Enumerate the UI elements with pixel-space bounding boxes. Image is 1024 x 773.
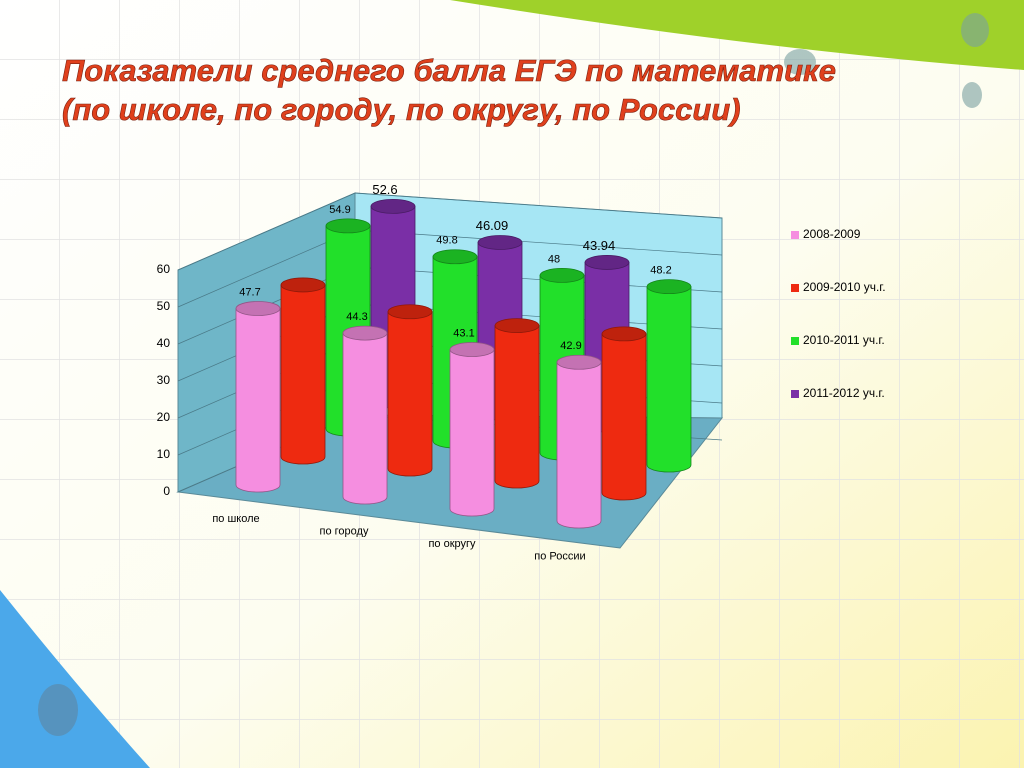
y-tick-label: 10 xyxy=(157,447,171,461)
y-tick-label: 50 xyxy=(157,299,171,313)
legend-label: 2011-2012 уч.г. xyxy=(803,386,885,400)
bar xyxy=(494,318,540,489)
legend-swatch xyxy=(791,231,799,239)
cylinder-top xyxy=(494,318,540,334)
data-label: 46.09 xyxy=(476,218,509,233)
x-tick-label: по округу xyxy=(428,538,476,550)
cylinder-top xyxy=(235,301,281,316)
grid-line xyxy=(177,192,723,271)
chart-title: Показатели среднего балла ЕГЭ по математ… xyxy=(62,53,836,88)
legend-swatch xyxy=(791,390,799,398)
cylinder-top xyxy=(370,198,416,214)
cylinder-top xyxy=(449,342,495,357)
legend-swatch xyxy=(791,284,799,292)
cylinder-top xyxy=(280,277,326,293)
bar xyxy=(646,279,692,473)
data-label: 43.94 xyxy=(583,238,616,253)
blue-swoosh xyxy=(0,590,150,768)
cylinder-body xyxy=(449,349,495,517)
cylinder-body xyxy=(280,284,326,465)
bar xyxy=(387,304,433,477)
bar xyxy=(449,342,495,517)
cylinder-top xyxy=(477,235,523,250)
drop xyxy=(961,13,989,47)
cylinder-top xyxy=(646,279,692,295)
cylinder-top xyxy=(342,325,388,341)
cylinder-top xyxy=(601,326,647,342)
drop xyxy=(962,82,982,108)
data-label: 44.3 xyxy=(346,311,367,323)
data-label: 47.7 xyxy=(239,286,260,298)
drop xyxy=(784,49,816,75)
y-tick-label: 40 xyxy=(157,336,171,350)
x-tick-label: по городу xyxy=(320,525,369,537)
cylinder-top xyxy=(556,354,602,370)
data-label: 42.9 xyxy=(560,340,581,352)
x-tick-label: по школе xyxy=(212,513,259,525)
bar xyxy=(601,326,647,501)
x-tick-label: по России xyxy=(534,550,585,562)
data-label: 49.8 xyxy=(436,235,457,247)
cylinder-body xyxy=(601,333,647,501)
cylinder-body xyxy=(646,286,692,473)
data-label: 48.2 xyxy=(650,265,671,277)
green-swoosh xyxy=(450,0,1024,70)
bar xyxy=(235,301,281,493)
data-label: 43.1 xyxy=(453,327,474,339)
legend-swatch xyxy=(791,337,799,345)
y-tick-label: 0 xyxy=(163,484,170,498)
chart-title: (по школе, по городу, по округу, по Росс… xyxy=(62,92,741,127)
cylinder-body xyxy=(556,361,602,529)
cylinder-top xyxy=(325,218,371,234)
y-tick-label: 60 xyxy=(157,262,171,276)
cylinder-body xyxy=(387,311,433,477)
cylinder-top xyxy=(432,249,478,265)
data-label: 54.9 xyxy=(329,204,350,216)
bar xyxy=(280,277,326,465)
legend-label: 2010-2011 уч.г. xyxy=(803,333,885,347)
legend-label: 2009-2010 уч.г. xyxy=(803,280,886,294)
bar xyxy=(342,325,388,505)
drop xyxy=(38,684,78,736)
cylinder-body xyxy=(342,332,388,505)
y-tick-label: 30 xyxy=(157,373,171,387)
data-label: 48 xyxy=(548,253,560,265)
legend-label: 2008-2009 xyxy=(803,227,861,241)
data-label: 52.6 xyxy=(372,182,397,197)
bar xyxy=(556,354,602,529)
cylinder-body xyxy=(494,325,540,489)
y-tick-label: 20 xyxy=(157,410,171,424)
cylinder-top xyxy=(584,255,630,270)
cylinder-body xyxy=(235,308,281,493)
cylinder-top xyxy=(539,267,585,283)
cylinder-top xyxy=(387,304,433,320)
